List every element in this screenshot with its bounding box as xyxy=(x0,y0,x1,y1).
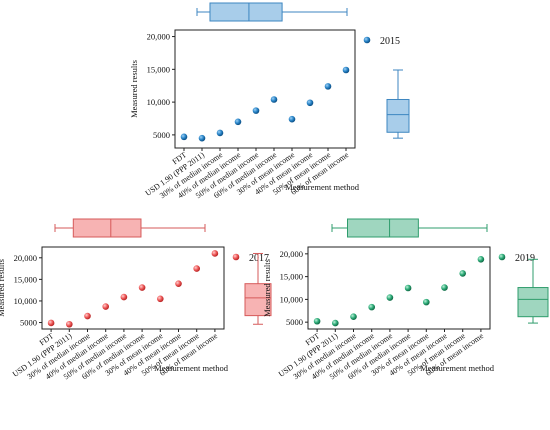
y-tick-label: 20,000 xyxy=(280,249,303,259)
y-tick-label: 10,000 xyxy=(147,97,170,107)
y-tick-label: 20,000 xyxy=(14,253,37,263)
box xyxy=(386,98,410,133)
data-point xyxy=(175,280,182,287)
data-point xyxy=(441,284,448,291)
y-tick-label: 5000 xyxy=(20,318,37,328)
data-point xyxy=(47,319,55,327)
y-tick-label: 15,000 xyxy=(147,64,170,74)
box xyxy=(517,287,549,318)
data-point xyxy=(423,298,430,306)
plot-frame xyxy=(174,29,356,149)
plot-frame xyxy=(41,246,225,330)
data-point xyxy=(198,134,206,142)
horizontal-box-plot xyxy=(54,218,206,238)
data-point xyxy=(386,294,394,301)
x-axis-label: Measurement method xyxy=(154,363,229,373)
data-point xyxy=(138,284,146,291)
data-point xyxy=(157,295,164,303)
y-tick-label: 15,000 xyxy=(280,272,303,282)
data-point xyxy=(270,96,278,103)
plot-frame xyxy=(307,246,491,330)
data-point xyxy=(102,303,109,310)
legend-point xyxy=(232,253,240,261)
data-point xyxy=(404,284,412,292)
data-point xyxy=(477,255,485,263)
data-point xyxy=(211,250,219,257)
y-tick-label: 10,000 xyxy=(280,294,303,304)
data-point xyxy=(193,265,200,272)
y-tick-label: 15,000 xyxy=(14,274,37,284)
box xyxy=(347,218,419,238)
y-tick-label: 10,000 xyxy=(14,296,37,306)
data-point xyxy=(288,115,296,123)
data-point xyxy=(368,303,376,311)
year-label: 2019 xyxy=(515,253,535,264)
y-axis-label: Measured results xyxy=(129,60,139,118)
data-point xyxy=(324,83,332,90)
y-tick-label: 20,000 xyxy=(147,32,170,42)
horizontal-box-plot xyxy=(331,218,488,238)
data-point xyxy=(180,133,188,141)
y-axis-label: Measured results xyxy=(262,259,272,317)
legend-point xyxy=(498,253,506,261)
y-tick-label: 5000 xyxy=(153,130,170,140)
box xyxy=(244,283,272,317)
horizontal-box-plot xyxy=(196,2,348,22)
vertical-box-plot xyxy=(386,69,410,139)
data-point xyxy=(306,99,314,107)
x-axis-label: Measurement method xyxy=(420,363,495,373)
y-tick-label: 5000 xyxy=(286,317,303,327)
data-point xyxy=(350,313,357,321)
data-point xyxy=(342,66,350,74)
data-point xyxy=(120,293,128,301)
data-point xyxy=(84,312,91,320)
y-axis-label: Measured results xyxy=(0,259,6,317)
data-point xyxy=(216,129,224,137)
year-label: 2017 xyxy=(249,253,269,264)
data-point xyxy=(332,319,339,327)
vertical-box-plot xyxy=(517,258,549,324)
vertical-box-plot xyxy=(244,252,272,325)
box xyxy=(209,2,283,22)
year-label: 2015 xyxy=(380,36,400,47)
box xyxy=(72,218,142,238)
legend-point xyxy=(363,36,371,44)
data-point xyxy=(459,270,467,277)
x-axis-label: Measurement method xyxy=(285,182,360,192)
data-point xyxy=(252,107,260,114)
data-point xyxy=(66,320,73,328)
data-point xyxy=(234,118,242,126)
data-point xyxy=(313,317,321,325)
